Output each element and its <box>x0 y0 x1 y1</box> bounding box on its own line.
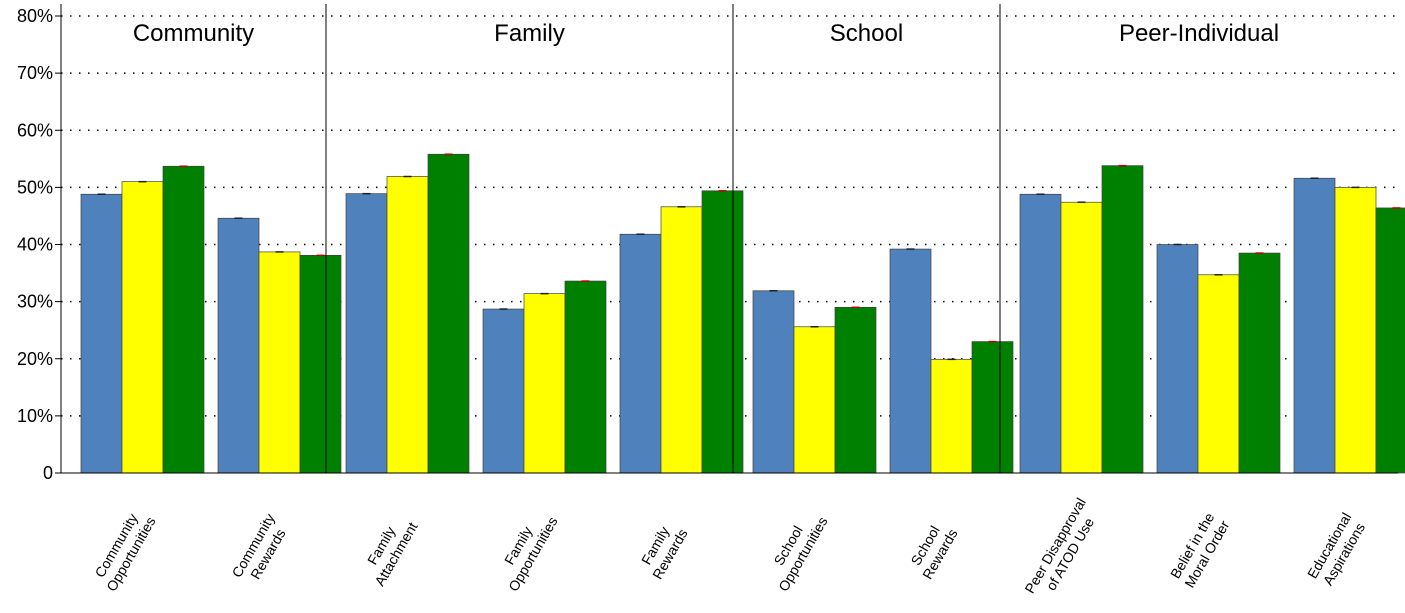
bar <box>482 308 525 474</box>
category-label: FamilyOpportunities <box>490 505 560 594</box>
bar <box>299 255 342 474</box>
y-tick-label: 50% <box>17 177 53 197</box>
category-label: CommunityRewards <box>229 511 293 589</box>
bar <box>1375 207 1405 474</box>
bar <box>80 193 123 474</box>
bar <box>217 217 260 474</box>
category-label: FamilyRewards <box>634 518 690 582</box>
bar <box>701 190 744 474</box>
bar <box>889 248 932 474</box>
group-title: School <box>830 20 903 47</box>
category-label: EducationalAspirations <box>1304 510 1369 590</box>
bar <box>793 326 836 474</box>
group-separators <box>325 4 1001 473</box>
y-tick-label: 70% <box>17 63 53 83</box>
bar <box>162 165 205 474</box>
bar <box>971 341 1014 474</box>
bar <box>564 280 607 474</box>
bar <box>1156 244 1199 474</box>
category-label: FamilyAttachment <box>357 511 421 589</box>
group-title: Peer-Individual <box>1119 20 1279 47</box>
category-label: SchoolRewards <box>904 518 960 582</box>
axes: 0 10% 20% 30% 40% 50% 60% 70% 80% <box>17 4 1398 483</box>
group-title: Family <box>494 20 565 47</box>
y-tick-label: 80% <box>17 6 53 26</box>
bar <box>1019 193 1062 474</box>
bar <box>121 181 164 474</box>
category-label: Belief in theMoral Order <box>1167 509 1233 590</box>
bar <box>345 193 388 474</box>
bar <box>386 176 429 474</box>
bar <box>752 290 795 474</box>
bar <box>1101 165 1144 474</box>
bar <box>834 306 877 474</box>
bar <box>1197 274 1240 474</box>
bar <box>1238 252 1281 474</box>
y-tick-label: 20% <box>17 349 53 369</box>
group-title: Community <box>133 20 254 47</box>
bar <box>930 358 973 474</box>
y-tick-label: 40% <box>17 235 53 255</box>
category-label: SchoolOpportunities <box>760 505 830 594</box>
category-label: Peer Disapprovalof ATOD Use <box>1021 495 1103 605</box>
y-tick-label: 30% <box>17 292 53 312</box>
y-tick-label: 60% <box>17 120 53 140</box>
y-tick-label: 0 <box>43 463 53 483</box>
bar <box>619 233 662 474</box>
bar <box>660 206 703 474</box>
bar <box>1334 187 1377 474</box>
y-tick-label: 10% <box>17 406 53 426</box>
bar <box>523 293 566 474</box>
bar <box>427 153 470 474</box>
bar <box>1060 201 1103 474</box>
bars <box>80 153 1405 474</box>
category-label: CommunityOpportunities <box>88 505 158 594</box>
bar <box>258 251 301 474</box>
bar <box>1293 177 1336 474</box>
